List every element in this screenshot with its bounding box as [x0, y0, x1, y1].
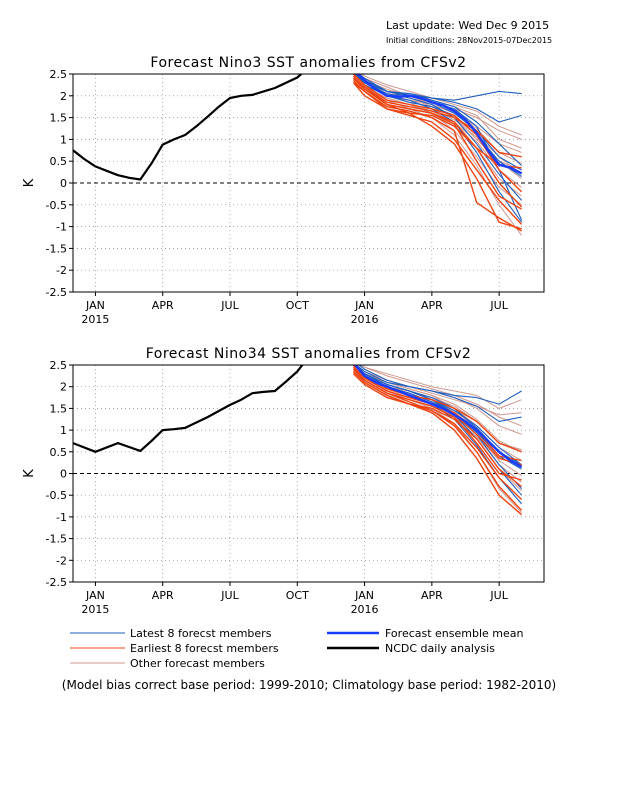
x-tick-label: OCT	[286, 589, 309, 602]
x-tick-label: JUL	[489, 299, 508, 312]
y-tick-label: 2	[60, 381, 67, 394]
x-tick-label: JUL	[220, 589, 239, 602]
x-tick-label: APR	[421, 299, 443, 312]
nino34-chart: Forecast Nino34 SST anomalies from CFSv2…	[22, 346, 545, 616]
series-group	[73, 365, 523, 516]
x-tick-label: JAN	[354, 299, 374, 312]
y-tick-label: 1.5	[50, 112, 68, 125]
other-member-line	[359, 365, 522, 409]
y-tick-label: 1.5	[50, 402, 68, 415]
y-tick-label: -1.5	[46, 242, 67, 255]
other-member-line	[359, 365, 522, 427]
y-tick-label: 0.5	[50, 446, 68, 459]
y-tick-label: -1.5	[46, 533, 67, 546]
x-tick-label: JAN	[85, 299, 105, 312]
y-tick-label: -2.5	[46, 576, 67, 589]
legend-analysis-label: NCDC daily analysis	[385, 642, 495, 655]
x-tick-year: 2016	[351, 603, 379, 616]
latest-member-line	[358, 365, 522, 422]
ensemble-mean-line	[353, 365, 523, 469]
plot-frame	[72, 364, 545, 583]
y-tick-label: -0.5	[46, 489, 67, 502]
y-tick-label: 0	[60, 468, 67, 481]
earliest-member-line	[352, 74, 523, 193]
x-tick-year: 2016	[351, 313, 379, 326]
earliest-member-line	[352, 368, 522, 481]
earliest-member-line	[352, 75, 522, 158]
y-tick-label: 1	[60, 133, 67, 146]
legend: Latest 8 forecst members Earliest 8 fore…	[70, 627, 524, 670]
y-axis-label: K	[22, 469, 37, 478]
legend-earliest-label: Earliest 8 forecst members	[130, 642, 279, 655]
y-tick-label: -2	[56, 264, 67, 277]
x-tick-label: APR	[421, 589, 443, 602]
y-tick-label: 2.5	[50, 68, 68, 81]
x-tick-year: 2015	[81, 313, 109, 326]
footnote: (Model bias correct base period: 1999-20…	[61, 678, 557, 692]
y-tick-label: -2	[56, 554, 67, 567]
plot-frame	[72, 73, 545, 293]
series-group	[73, 74, 523, 236]
last-update-label: Last update: Wed Dec 9 2015	[386, 19, 550, 32]
x-tick-label: JAN	[85, 589, 105, 602]
earliest-member-line	[352, 370, 523, 501]
earliest-member-line	[352, 373, 523, 488]
earliest-member-line	[352, 79, 523, 225]
y-tick-label: 2	[60, 90, 67, 103]
y-tick-label: 2.5	[50, 359, 68, 372]
chart-title: Forecast Nino3 SST anomalies from CFSv2	[150, 55, 466, 71]
y-tick-label: 1	[60, 424, 67, 437]
x-tick-label: APR	[152, 589, 174, 602]
x-tick-label: JAN	[354, 589, 374, 602]
y-tick-label: -1	[56, 221, 67, 234]
other-member-line	[355, 365, 522, 416]
ncdc-analysis-line	[73, 365, 304, 453]
latest-member-line	[358, 74, 522, 123]
earliest-member-line	[352, 77, 522, 210]
x-tick-label: JUL	[220, 299, 239, 312]
earliest-member-line	[352, 82, 522, 169]
chart-title: Forecast Nino34 SST anomalies from CFSv2	[146, 346, 472, 362]
nino3-chart: Forecast Nino3 SST anomalies from CFSv2 2…	[22, 55, 545, 326]
x-tick-year: 2015	[81, 603, 109, 616]
x-tick-label: JUL	[489, 589, 508, 602]
y-tick-label: -2.5	[46, 286, 67, 299]
legend-mean-label: Forecast ensemble mean	[385, 627, 524, 640]
y-axis-label: K	[22, 178, 37, 187]
x-tick-label: APR	[152, 299, 174, 312]
legend-latest-label: Latest 8 forecst members	[130, 627, 272, 640]
y-tick-label: 0.5	[50, 155, 68, 168]
y-tick-label: -0.5	[46, 199, 67, 212]
x-tick-label: OCT	[286, 299, 309, 312]
legend-other-label: Other forecast members	[130, 657, 265, 670]
ncdc-analysis-line	[73, 74, 303, 181]
y-tick-label: 0	[60, 177, 67, 190]
ensemble-mean-line	[356, 74, 523, 175]
initial-conditions-label: Initial conditions: 28Nov2015-07Dec2015	[386, 36, 553, 45]
y-tick-label: -1	[56, 511, 67, 524]
